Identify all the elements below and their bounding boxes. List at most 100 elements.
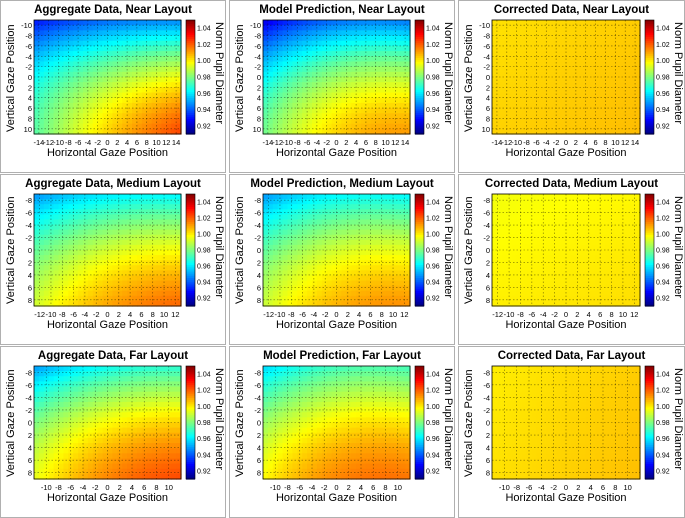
- heatmap-cell: [272, 97, 279, 104]
- colorbar-segment: [645, 37, 654, 40]
- heatmap-cell: [361, 102, 367, 109]
- heatmap-cell: [575, 244, 582, 251]
- heatmap-cell: [272, 30, 279, 37]
- heatmap-cell: [92, 108, 99, 114]
- heatmap-cell: [92, 209, 99, 215]
- heatmap-cell: [68, 108, 74, 114]
- heatmap-cell: [117, 97, 123, 104]
- heatmap-cell: [321, 66, 328, 73]
- heatmap-cell: [312, 275, 318, 282]
- heatmap-cell: [53, 391, 60, 398]
- heatmap-cell: [151, 30, 158, 37]
- heatmap-cell: [585, 234, 592, 241]
- heatmap-cell: [297, 290, 303, 297]
- heatmap-cell: [521, 97, 528, 104]
- heatmap-cell: [83, 376, 89, 383]
- heatmap-cell: [166, 239, 172, 246]
- heatmap-cell: [365, 290, 372, 297]
- heatmap-cell: [316, 30, 323, 37]
- heatmap-cell: [356, 66, 362, 73]
- heatmap-cell: [161, 20, 167, 26]
- heatmap-cell: [341, 229, 347, 236]
- heatmap-cell: [117, 209, 123, 215]
- heatmap-cell: [546, 97, 552, 104]
- heatmap-cell: [34, 229, 40, 236]
- heatmap-cell: [365, 194, 372, 200]
- heatmap-cell: [127, 82, 133, 88]
- heatmap-cell: [541, 45, 547, 52]
- heatmap-cell: [326, 275, 333, 282]
- heatmap-cell: [132, 295, 138, 302]
- heatmap-cell: [287, 82, 293, 88]
- heatmap-cell: [580, 224, 587, 231]
- colorbar-tick-label: 1.02: [197, 216, 211, 223]
- colorbar-tick-label: 0.94: [426, 107, 440, 114]
- heatmap-cell: [526, 244, 533, 251]
- heatmap-cell: [73, 386, 79, 393]
- heatmap-cell: [385, 280, 391, 287]
- heatmap-cell: [87, 25, 94, 31]
- heatmap-cell: [492, 71, 498, 78]
- heatmap-cell: [590, 87, 597, 94]
- heatmap-cell: [600, 87, 607, 94]
- heatmap-cell: [595, 66, 602, 73]
- heatmap-cell: [635, 118, 641, 125]
- heatmap-cell: [34, 123, 40, 130]
- heatmap-cell: [272, 234, 279, 241]
- heatmap-cell: [570, 209, 577, 215]
- heatmap-cell: [385, 128, 391, 135]
- heatmap-cell: [73, 376, 79, 383]
- colorbar-segment: [415, 231, 424, 234]
- heatmap-cell: [531, 280, 537, 287]
- colorbar-segment: [415, 37, 424, 40]
- heatmap-cell: [136, 270, 143, 277]
- heatmap-cell: [272, 66, 279, 73]
- heatmap-cell: [97, 61, 104, 68]
- heatmap-cell: [595, 229, 602, 236]
- heatmap-cell: [575, 214, 582, 221]
- heatmap-cell: [566, 219, 572, 226]
- heatmap-cell: [287, 229, 293, 236]
- x-tick-label: 10: [152, 138, 160, 147]
- heatmap-cell: [580, 290, 587, 297]
- heatmap-cell: [321, 295, 328, 302]
- heatmap-cell: [595, 239, 602, 246]
- heatmap-cell: [365, 285, 372, 292]
- heatmap-cell: [302, 45, 308, 52]
- heatmap-cell: [341, 214, 347, 221]
- heatmap-cell: [516, 25, 523, 31]
- heatmap-cell: [380, 260, 387, 266]
- heatmap-cell: [321, 25, 328, 31]
- heatmap-cell: [176, 194, 182, 200]
- heatmap-cell: [595, 45, 602, 52]
- heatmap-cell: [97, 371, 104, 377]
- heatmap-cell: [521, 45, 528, 52]
- heatmap-cell: [356, 204, 362, 210]
- heatmap-cell: [87, 204, 94, 210]
- heatmap-cell: [287, 285, 293, 292]
- heatmap-cell: [506, 45, 513, 52]
- heatmap-cell: [58, 463, 64, 470]
- heatmap-cell: [282, 300, 289, 307]
- heatmap-cell: [171, 260, 177, 266]
- heatmap-cell: [511, 87, 518, 94]
- heatmap-cell: [316, 270, 323, 277]
- heatmap-cell: [87, 422, 94, 429]
- heatmap-cell: [390, 270, 396, 277]
- heatmap-cell: [307, 123, 313, 130]
- heatmap-cell: [580, 285, 587, 292]
- heatmap-cell: [92, 280, 99, 287]
- heatmap-cell: [341, 56, 347, 63]
- heatmap-cell: [600, 214, 607, 221]
- heatmap-cell: [600, 108, 607, 114]
- colorbar-segment: [415, 220, 424, 223]
- x-tick-label: 14: [172, 138, 180, 147]
- heatmap-cell: [102, 199, 109, 205]
- heatmap-cell: [556, 77, 562, 83]
- heatmap-cell: [117, 56, 123, 63]
- heatmap-cell: [620, 77, 626, 83]
- heatmap-cell: [615, 113, 621, 120]
- heatmap-cell: [531, 290, 537, 297]
- heatmap-cell: [171, 118, 177, 125]
- heatmap-cell: [141, 51, 148, 57]
